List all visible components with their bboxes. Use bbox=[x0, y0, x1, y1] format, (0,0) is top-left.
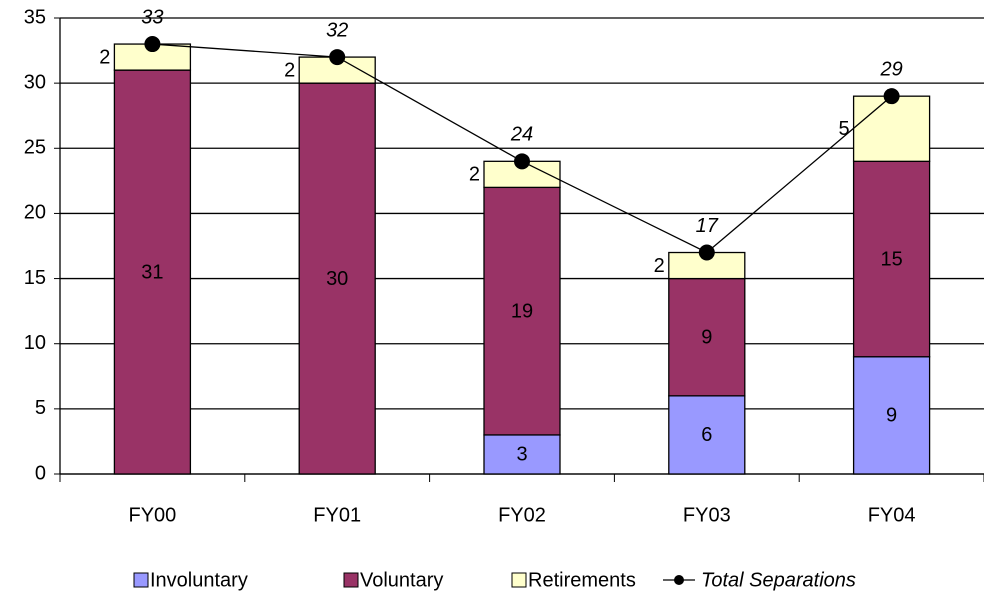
bar-segment bbox=[298, 82, 376, 475]
legend-swatch bbox=[133, 572, 149, 588]
total-label: 32 bbox=[326, 19, 348, 41]
bar-segment bbox=[852, 95, 931, 162]
total-marker bbox=[514, 153, 530, 170]
data-label: 30 bbox=[326, 268, 348, 290]
data-label: 31 bbox=[141, 261, 163, 283]
legend-label: Retirements bbox=[528, 569, 636, 591]
bar-segment bbox=[483, 186, 561, 436]
data-label: 2 bbox=[284, 59, 295, 81]
total-label: 17 bbox=[696, 215, 719, 237]
legend-label: Voluntary bbox=[360, 569, 443, 591]
y-tick-label: 10 bbox=[24, 332, 46, 354]
x-tick-label: FY03 bbox=[683, 504, 731, 526]
data-label: 6 bbox=[701, 424, 712, 446]
bar-segment bbox=[668, 395, 746, 475]
data-label: 19 bbox=[511, 300, 533, 322]
y-tick-label: 5 bbox=[35, 397, 46, 419]
data-label: 2 bbox=[469, 164, 480, 186]
y-tick-label: 35 bbox=[24, 6, 46, 28]
total-marker bbox=[698, 244, 715, 261]
legend-marker bbox=[674, 575, 684, 585]
data-label: 3 bbox=[516, 444, 527, 466]
total-marker bbox=[883, 88, 900, 105]
legend-label: Involuntary bbox=[150, 569, 248, 591]
data-label: 5 bbox=[838, 118, 849, 140]
legend-swatch bbox=[511, 572, 527, 588]
bar-segment bbox=[668, 277, 746, 397]
total-label: 33 bbox=[141, 6, 163, 28]
data-label: 2 bbox=[654, 255, 665, 277]
bar-segment bbox=[483, 434, 561, 475]
total-marker bbox=[144, 36, 161, 53]
data-label: 2 bbox=[99, 46, 110, 68]
x-tick-label: FY00 bbox=[128, 504, 176, 526]
y-tick-label: 0 bbox=[35, 462, 46, 484]
data-label: 9 bbox=[701, 326, 712, 348]
legend-label: Total Separations bbox=[701, 569, 856, 591]
total-marker bbox=[329, 49, 346, 66]
data-label: 9 bbox=[886, 405, 897, 427]
x-tick-label: FY02 bbox=[498, 504, 546, 526]
bar-segment bbox=[113, 69, 192, 475]
y-tick-label: 15 bbox=[24, 267, 46, 289]
y-tick-label: 20 bbox=[24, 202, 46, 224]
total-label: 24 bbox=[510, 124, 533, 146]
total-label: 29 bbox=[879, 58, 902, 80]
x-tick-label: FY01 bbox=[313, 504, 361, 526]
y-tick-label: 30 bbox=[24, 71, 46, 93]
x-tick-label: FY04 bbox=[868, 504, 916, 526]
legend-swatch bbox=[343, 572, 359, 588]
data-label: 15 bbox=[880, 248, 902, 270]
y-tick-label: 25 bbox=[24, 137, 46, 159]
